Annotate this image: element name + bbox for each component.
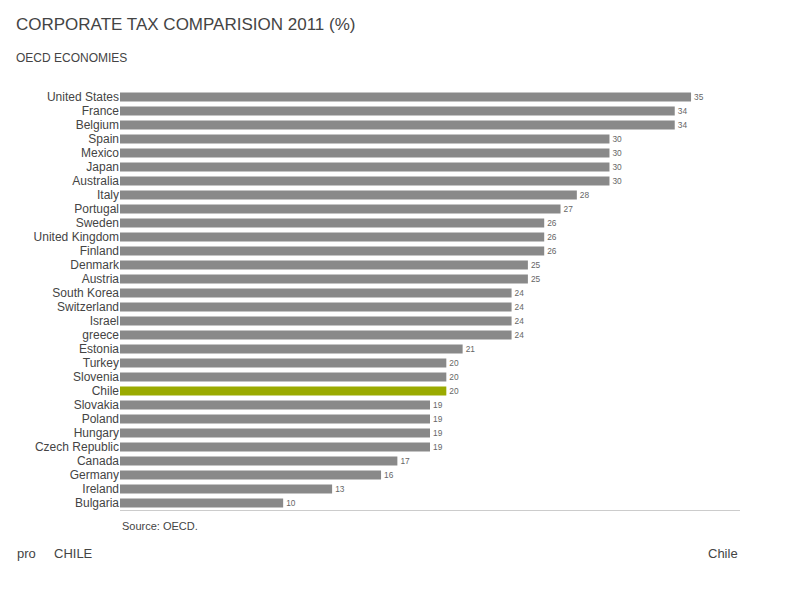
svg-text:30: 30 <box>612 134 622 144</box>
svg-text:Switzerland: Switzerland <box>57 300 119 314</box>
svg-text:OECD ECONOMIES: OECD ECONOMIES <box>16 51 127 65</box>
svg-text:United States: United States <box>47 90 119 104</box>
svg-text:19: 19 <box>433 414 443 424</box>
svg-text:30: 30 <box>612 148 622 158</box>
svg-text:24: 24 <box>515 330 525 340</box>
svg-text:27: 27 <box>564 204 574 214</box>
svg-text:Slovakia: Slovakia <box>74 398 120 412</box>
svg-text:25: 25 <box>531 260 541 270</box>
svg-text:Spain: Spain <box>88 132 119 146</box>
svg-text:34: 34 <box>678 106 688 116</box>
svg-text:Bulgaria: Bulgaria <box>75 496 119 510</box>
svg-text:19: 19 <box>433 428 443 438</box>
svg-text:Czech Republic: Czech Republic <box>35 440 119 454</box>
svg-text:20: 20 <box>449 358 459 368</box>
svg-text:26: 26 <box>547 232 557 242</box>
svg-text:16: 16 <box>384 470 394 480</box>
svg-text:17: 17 <box>400 456 410 466</box>
svg-text:Denmark: Denmark <box>70 258 120 272</box>
svg-text:19: 19 <box>433 400 443 410</box>
svg-text:35: 35 <box>694 92 704 102</box>
svg-text:Australia: Australia <box>72 174 119 188</box>
svg-text:Chile: Chile <box>708 546 738 561</box>
svg-text:Ireland: Ireland <box>82 482 119 496</box>
svg-text:Belgium: Belgium <box>76 118 119 132</box>
svg-text:France: France <box>82 104 120 118</box>
svg-text:20: 20 <box>449 386 459 396</box>
svg-text:United Kingdom: United Kingdom <box>34 230 119 244</box>
svg-text:Turkey: Turkey <box>83 356 119 370</box>
svg-text:Mexico: Mexico <box>81 146 119 160</box>
svg-text:19: 19 <box>433 442 443 452</box>
svg-text:20: 20 <box>449 372 459 382</box>
svg-text:21: 21 <box>466 344 476 354</box>
svg-text:Portugal: Portugal <box>74 202 119 216</box>
svg-text:Slovenia: Slovenia <box>73 370 119 384</box>
svg-text:Israel: Israel <box>90 314 119 328</box>
svg-text:30: 30 <box>612 176 622 186</box>
svg-text:24: 24 <box>515 302 525 312</box>
svg-text:10: 10 <box>286 498 296 508</box>
svg-text:28: 28 <box>580 190 590 200</box>
svg-text:Poland: Poland <box>82 412 119 426</box>
svg-text:24: 24 <box>515 288 525 298</box>
svg-text:13: 13 <box>335 484 345 494</box>
svg-text:Hungary: Hungary <box>74 426 119 440</box>
svg-text:South Korea: South Korea <box>52 286 119 300</box>
svg-text:25: 25 <box>531 274 541 284</box>
svg-text:CORPORATE TAX COMPARISION 2011: CORPORATE TAX COMPARISION 2011 (%) <box>16 15 355 34</box>
svg-text:Chile: Chile <box>92 384 120 398</box>
svg-text:Sweden: Sweden <box>76 216 119 230</box>
svg-text:30: 30 <box>612 162 622 172</box>
svg-text:34: 34 <box>678 120 688 130</box>
svg-text:Source: OECD.: Source: OECD. <box>122 520 198 532</box>
svg-text:Finland: Finland <box>80 244 119 258</box>
svg-text:26: 26 <box>547 246 557 256</box>
svg-text:greece: greece <box>82 328 119 342</box>
svg-text:Japan: Japan <box>86 160 119 174</box>
svg-text:24: 24 <box>515 316 525 326</box>
svg-text:Austria: Austria <box>82 272 120 286</box>
svg-text:26: 26 <box>547 218 557 228</box>
svg-text:pro: pro <box>17 546 36 561</box>
svg-text:Canada: Canada <box>77 454 119 468</box>
svg-text:Estonia: Estonia <box>79 342 119 356</box>
svg-text:Italy: Italy <box>97 188 119 202</box>
svg-text:CHILE: CHILE <box>54 546 93 561</box>
svg-text:Germany: Germany <box>70 468 119 482</box>
